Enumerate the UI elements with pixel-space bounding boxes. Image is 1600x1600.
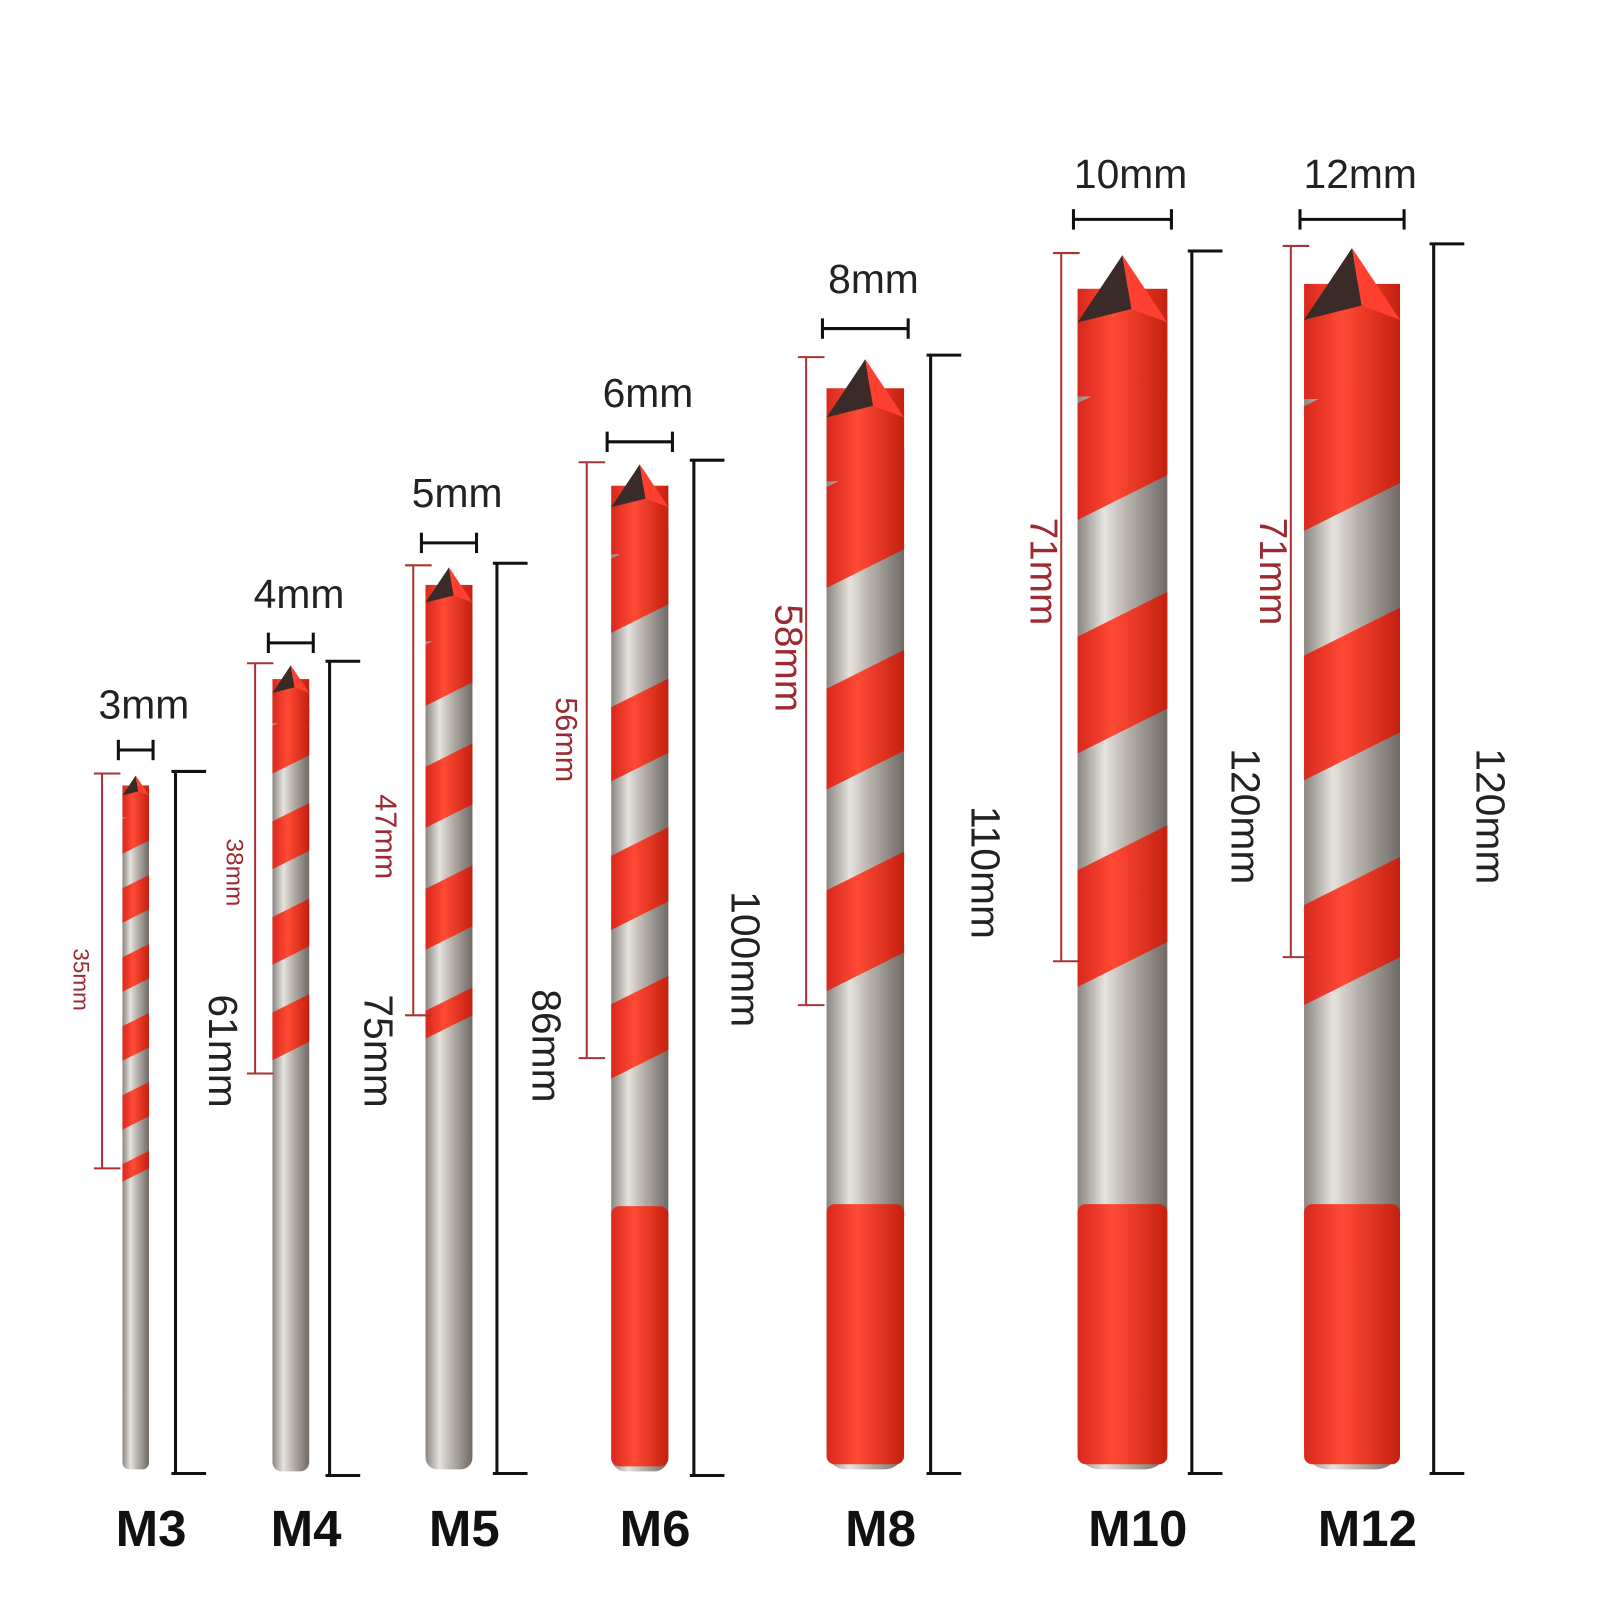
shank-block bbox=[826, 1204, 905, 1465]
drill-bit: 6mm 100mm 56mm M6 bbox=[549, 370, 769, 1557]
spiral-flute bbox=[272, 994, 310, 1061]
bit-name: M10 bbox=[1088, 1500, 1187, 1557]
bit-tip-red bbox=[1122, 255, 1168, 323]
bit-name: M6 bbox=[620, 1500, 691, 1557]
shank-block bbox=[1304, 1204, 1400, 1465]
bit-tip bbox=[425, 567, 454, 603]
bit-tip bbox=[272, 665, 295, 693]
spiral-flute bbox=[1304, 358, 1400, 531]
flute-length-label: 71mm bbox=[1251, 518, 1294, 626]
total-length-label: 120mm bbox=[1468, 748, 1514, 884]
diameter-label: 3mm bbox=[99, 681, 190, 727]
bit-name: M12 bbox=[1318, 1500, 1417, 1557]
spiral-flute bbox=[425, 865, 473, 950]
spiral-flute bbox=[1304, 607, 1400, 781]
spiral-flute bbox=[1077, 591, 1168, 754]
spiral-flute bbox=[826, 650, 905, 790]
drill-bit: 10mm 120mm 71mm M10 bbox=[1022, 151, 1269, 1557]
bit-tip bbox=[826, 359, 874, 418]
flute-length-label: 38mm bbox=[221, 838, 248, 906]
diameter-label: 12mm bbox=[1304, 151, 1417, 197]
shank-block bbox=[1077, 1204, 1168, 1465]
flute-length-label: 56mm bbox=[549, 697, 583, 782]
drill-bit: 4mm 75mm 38mm M4 bbox=[221, 571, 402, 1557]
total-length-label: 110mm bbox=[962, 806, 1008, 939]
spiral-flute bbox=[611, 827, 669, 930]
spiral-flute bbox=[1077, 825, 1168, 987]
bit-tip-red bbox=[448, 567, 473, 603]
total-length-label: 61mm bbox=[200, 994, 246, 1107]
spiral-flute bbox=[425, 987, 473, 1039]
spiral-flute bbox=[272, 803, 310, 870]
bit-tip bbox=[611, 464, 646, 508]
bit-name: M5 bbox=[429, 1500, 500, 1557]
spiral-flute bbox=[611, 975, 669, 1079]
spiral-flute bbox=[272, 707, 310, 774]
total-length-label: 75mm bbox=[355, 994, 401, 1107]
drill-bit: 12mm 120mm 71mm M12 bbox=[1251, 151, 1513, 1557]
bit-tip bbox=[1077, 255, 1132, 323]
bit-shank bbox=[272, 681, 310, 1472]
diameter-label: 5mm bbox=[412, 470, 503, 516]
diameter-label: 4mm bbox=[254, 571, 345, 617]
diameter-label: 8mm bbox=[828, 256, 919, 302]
spiral-flute bbox=[826, 851, 905, 992]
spiral-flute bbox=[611, 678, 669, 782]
spiral-flute bbox=[425, 743, 473, 828]
spiral-flute bbox=[122, 1012, 149, 1061]
bit-tip-red bbox=[135, 775, 149, 796]
flute-length-label: 35mm bbox=[68, 948, 93, 1010]
bit-tip bbox=[122, 775, 139, 796]
bit-name: M4 bbox=[271, 1500, 342, 1557]
spiral-flute bbox=[122, 1081, 149, 1130]
spiral-flute bbox=[122, 943, 149, 992]
bit-name: M8 bbox=[845, 1500, 916, 1557]
bit-tip-red bbox=[865, 359, 905, 418]
bit-tip-red bbox=[1352, 247, 1400, 320]
bit-name: M3 bbox=[116, 1500, 187, 1557]
total-length-label: 120mm bbox=[1223, 748, 1269, 884]
spiral-flute bbox=[272, 898, 310, 965]
spiral-flute bbox=[122, 1150, 149, 1182]
spiral-flute bbox=[1077, 358, 1168, 520]
flute-length-label: 58mm bbox=[767, 604, 810, 712]
total-length-label: 86mm bbox=[524, 989, 570, 1102]
shank-block bbox=[611, 1206, 669, 1467]
spiral-flute bbox=[122, 806, 149, 854]
spiral-flute bbox=[611, 530, 669, 633]
drill-bit: 8mm 110mm 58mm M8 bbox=[767, 256, 1009, 1557]
bit-tip bbox=[1304, 247, 1362, 320]
spiral-flute bbox=[425, 621, 473, 706]
total-length-label: 100mm bbox=[723, 891, 769, 1027]
flute-length-label: 71mm bbox=[1022, 518, 1065, 626]
spiral-flute bbox=[122, 875, 149, 923]
spiral-flute bbox=[1304, 857, 1400, 1006]
drill-bit: 3mm 61mm 35mm M3 bbox=[68, 681, 246, 1557]
bit-shank bbox=[1304, 291, 1400, 1470]
diameter-label: 6mm bbox=[603, 370, 694, 416]
diameter-label: 10mm bbox=[1074, 151, 1187, 197]
spiral-flute bbox=[826, 448, 905, 588]
drill-bit: 5mm 86mm 47mm M5 bbox=[369, 470, 570, 1557]
flute-length-label: 47mm bbox=[369, 794, 403, 879]
